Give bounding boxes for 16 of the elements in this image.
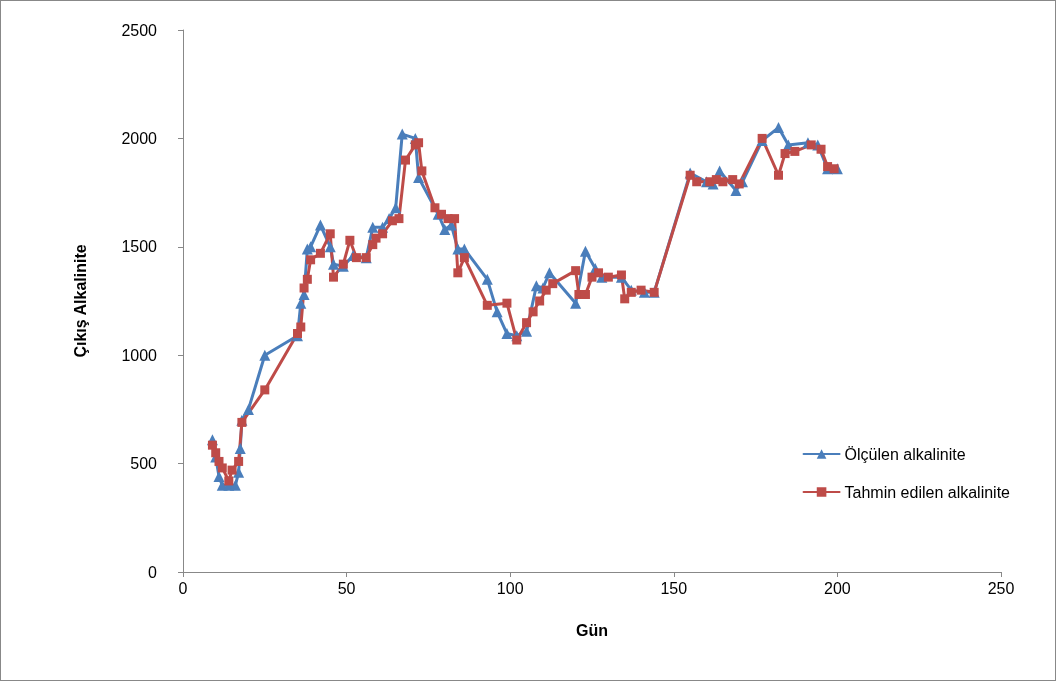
x-axis-title: Gün <box>576 621 608 639</box>
x-tick-label: 0 <box>178 579 188 597</box>
x-tick-label: 200 <box>824 579 851 597</box>
x-tick-label: 50 <box>337 579 356 597</box>
y-axis-title: Çıkış Alkalinite <box>71 244 89 358</box>
y-tick-label: 500 <box>130 455 158 473</box>
y-tick-label: 2500 <box>121 21 158 39</box>
legend-label: Ölçülen alkalinite <box>844 445 966 463</box>
x-tick-label: 100 <box>496 579 524 597</box>
x-tick-label: 150 <box>660 579 688 597</box>
x-tick-label: 250 <box>987 579 1015 597</box>
y-tick-label: 2000 <box>121 129 158 147</box>
y-tick-label: 0 <box>148 563 158 581</box>
legend-label: Tahmin edilen alkalinite <box>844 483 1011 501</box>
y-tick-label: 1500 <box>121 238 158 256</box>
y-tick-label: 1000 <box>121 346 158 364</box>
